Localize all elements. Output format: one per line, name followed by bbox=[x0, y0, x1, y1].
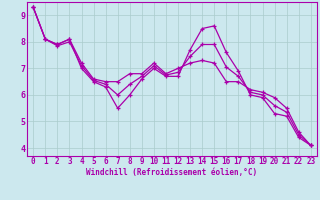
X-axis label: Windchill (Refroidissement éolien,°C): Windchill (Refroidissement éolien,°C) bbox=[86, 168, 258, 177]
